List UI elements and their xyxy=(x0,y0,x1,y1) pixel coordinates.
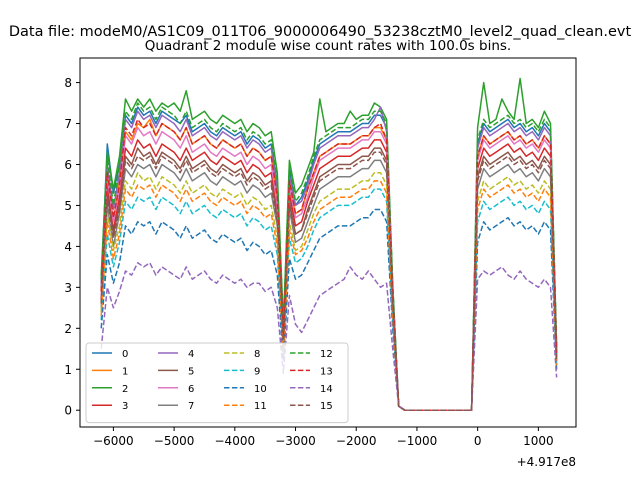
y-tick-label: 3 xyxy=(64,281,72,295)
figure-suptitle: Data file: modeM0/AS1C09_011T06_90000064… xyxy=(9,24,632,40)
x-axis: −6000 −5000 −4000 −3000 −2000 −1000 0 1000 xyxy=(93,427,554,448)
series-line-15 xyxy=(100,151,558,411)
y-tick-label: 0 xyxy=(64,404,72,418)
chart-title: Quadrant 2 module wise count rates with … xyxy=(145,38,511,54)
legend-label-12: 12 xyxy=(320,349,333,360)
series-line-5 xyxy=(100,147,558,411)
legend-label-11: 11 xyxy=(254,401,267,412)
series-line-4 xyxy=(100,106,558,411)
x-tick-label: 1000 xyxy=(523,434,554,448)
x-tick-label: −1000 xyxy=(397,434,438,448)
legend-label-7: 7 xyxy=(188,401,194,412)
series-line-11 xyxy=(100,180,558,411)
x-tick-label: −3000 xyxy=(275,434,316,448)
x-tick-label: −6000 xyxy=(93,434,134,448)
legend-label-9: 9 xyxy=(254,366,260,377)
legend-label-5: 5 xyxy=(188,366,194,377)
y-tick-label: 8 xyxy=(64,76,72,90)
legend-label-2: 2 xyxy=(122,384,128,395)
x-tick-label: −2000 xyxy=(336,434,377,448)
series-line-2 xyxy=(100,77,558,411)
series-line-8 xyxy=(100,171,558,411)
x-tick-label: −4000 xyxy=(215,434,256,448)
series-line-10 xyxy=(100,208,558,411)
x-tick-label: −5000 xyxy=(154,434,195,448)
legend-label-4: 4 xyxy=(188,349,194,360)
series-line-7 xyxy=(100,159,558,411)
series-line-0 xyxy=(100,106,558,411)
series-line-13 xyxy=(100,118,558,411)
legend-label-6: 6 xyxy=(188,384,194,395)
y-tick-label: 7 xyxy=(64,117,72,131)
y-axis: 0 1 2 3 4 5 6 7 8 xyxy=(64,76,80,418)
y-tick-label: 2 xyxy=(64,322,72,336)
y-tick-label: 6 xyxy=(64,158,72,172)
legend-label-8: 8 xyxy=(254,349,260,360)
series-line-3 xyxy=(100,139,558,411)
legend-label-1: 1 xyxy=(122,366,128,377)
legend-label-10: 10 xyxy=(254,384,267,395)
axes-frame xyxy=(79,57,577,428)
series-layer xyxy=(100,77,558,411)
y-tick-label: 5 xyxy=(64,199,72,213)
legend-label-14: 14 xyxy=(320,384,333,395)
x-tick-label: 0 xyxy=(474,434,482,448)
series-line-12 xyxy=(100,102,558,411)
legend-label-15: 15 xyxy=(320,401,333,412)
x-offset-label: +4.917e8 xyxy=(517,455,576,469)
legend-box xyxy=(85,342,349,424)
legend-label-0: 0 xyxy=(122,349,128,360)
legend-label-13: 13 xyxy=(320,366,333,377)
legend-label-3: 3 xyxy=(122,401,128,412)
series-line-6 xyxy=(100,126,558,411)
y-tick-label: 1 xyxy=(64,363,72,377)
series-line-14 xyxy=(100,262,558,411)
series-line-9 xyxy=(100,188,558,411)
y-tick-label: 4 xyxy=(64,240,72,254)
